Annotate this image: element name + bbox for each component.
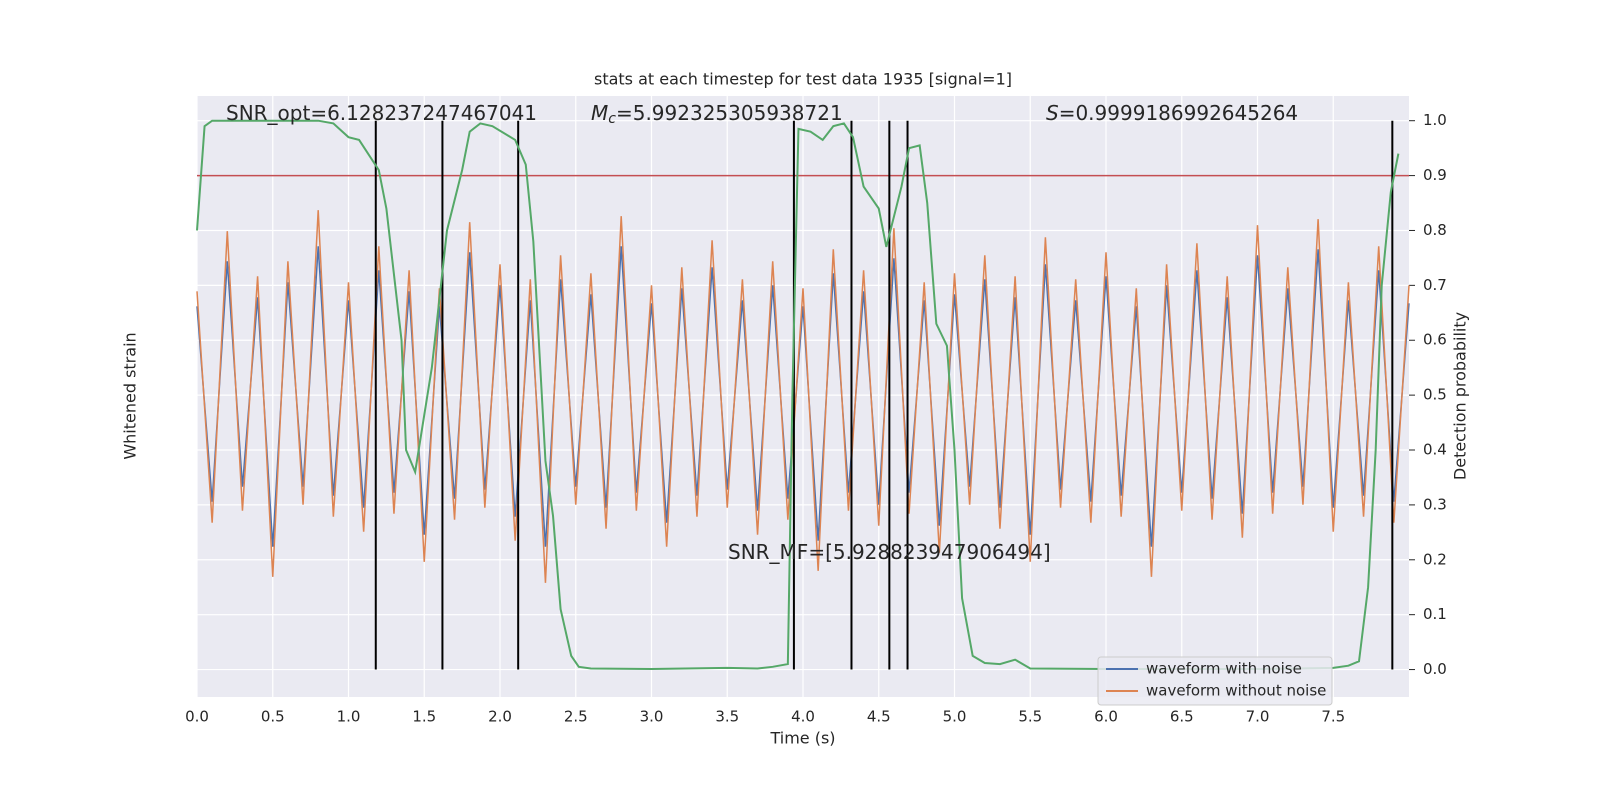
x-tick-label: 6.5	[1170, 708, 1194, 726]
y2-tick-label: 0.9	[1423, 166, 1447, 184]
probability-line	[196, 119, 1400, 671]
annotation-subscript: c	[608, 111, 616, 127]
x-tick-label: 4.0	[791, 708, 815, 726]
y2-tick-label: 0.7	[1423, 276, 1447, 294]
x-tick-label: 7.5	[1321, 708, 1345, 726]
x-tick-label: 5.5	[1018, 708, 1042, 726]
legend-box	[1097, 656, 1333, 706]
waveform-line	[196, 210, 1410, 583]
annotation: Mc=5.992325305938721	[591, 101, 843, 128]
annotation-symbol: S	[1046, 101, 1059, 125]
y2-tick-label: 0.4	[1423, 441, 1447, 459]
x-tick-label: 3.0	[640, 708, 664, 726]
y2-tick-label: 0.0	[1423, 660, 1447, 678]
annotation: SNR_MF=[5.928823947906494]	[728, 540, 1051, 564]
y2-tick-label: 0.2	[1423, 550, 1447, 568]
x-tick-label: 0.5	[261, 708, 285, 726]
annotation-text: SNR_MF=[5.928823947906494]	[728, 540, 1051, 564]
annotation: S=0.9999186992645264	[1046, 101, 1298, 125]
legend-label: waveform without noise	[1146, 682, 1326, 700]
annotation-text: =5.992325305938721	[616, 101, 843, 125]
x-tick-label: 0.0	[185, 708, 209, 726]
y2-tick-label: 0.5	[1423, 386, 1447, 404]
y2-tick-label: 1.0	[1423, 111, 1447, 129]
x-tick-label: 1.5	[412, 708, 436, 726]
legend-label: waveform with noise	[1146, 660, 1302, 678]
annotation: SNR_opt=6.128237247467041	[226, 101, 537, 125]
x-tick-label: 6.0	[1094, 708, 1118, 726]
annotation-text: SNR_opt=6.128237247467041	[226, 101, 537, 125]
y2-axis-label: Detection probability	[1451, 312, 1470, 480]
x-tick-label: 2.0	[488, 708, 512, 726]
x-tick-label: 5.0	[943, 708, 967, 726]
y2-tick-label: 0.8	[1423, 221, 1447, 239]
annotation-symbol: M	[591, 101, 608, 125]
x-tick-label: 3.5	[715, 708, 739, 726]
y2-tick-label: 0.6	[1423, 331, 1447, 349]
y-axis-label: Whitened strain	[121, 332, 140, 459]
x-tick-label: 2.5	[564, 708, 588, 726]
x-tick-label: 4.5	[867, 708, 891, 726]
y2-tick-label: 0.1	[1423, 605, 1447, 623]
annotation-text: =0.9999186992645264	[1059, 101, 1298, 125]
x-axis-label: Time (s)	[769, 729, 835, 748]
chart-title: stats at each timestep for test data 193…	[594, 70, 1012, 89]
x-tick-label: 7.0	[1246, 708, 1270, 726]
x-tick-label: 1.0	[337, 708, 361, 726]
y2-tick-label: 0.3	[1423, 495, 1447, 513]
